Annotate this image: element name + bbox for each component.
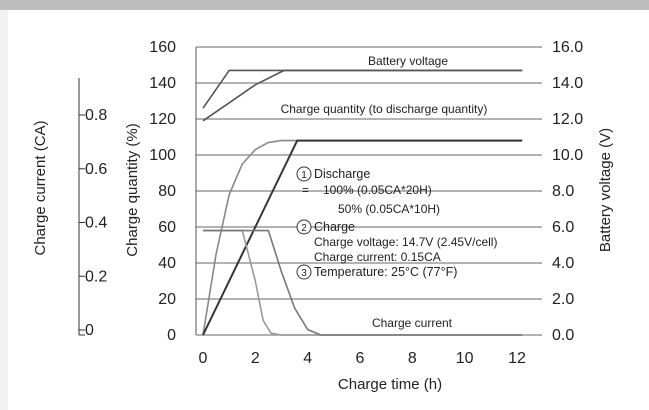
y-current-tick-label: 0 (85, 322, 94, 339)
y-left-tick-label: 140 (149, 75, 176, 92)
y-current-tick-label: 0.4 (85, 215, 107, 232)
x-tick-label: 12 (508, 350, 526, 367)
label-charge-current: Charge current (372, 316, 453, 330)
series-line (203, 229, 523, 336)
label-charge-quantity: Charge quantity (to discharge quantity) (281, 102, 488, 116)
y-right-tick-label: 12.0 (552, 111, 583, 128)
y-right-tick-label: 2.0 (552, 291, 574, 308)
y-right-tick-label: 0.0 (552, 327, 574, 344)
y-right-tick-label: 16.0 (552, 39, 583, 56)
series-line (202, 69, 523, 122)
series-line (202, 139, 523, 336)
y-current-tick-label: 0.6 (85, 161, 107, 178)
top-banner (0, 0, 649, 10)
note-2-circle (296, 219, 312, 235)
note-charge-line1: Charge voltage: 14.7V (2.45V/cell) (314, 235, 497, 249)
note-charge-line2: Charge current: 0.15CA (314, 250, 441, 264)
y-current-tick-label: 0.2 (85, 268, 107, 285)
y-left-axis-title: Charge quantity (%) (124, 123, 141, 256)
x-axis-title: Charge time (h) (338, 376, 442, 393)
y-left-tick-label: 120 (149, 111, 176, 128)
y-current-axis-title: Charge current (CA) (32, 120, 49, 255)
note-charge-title: Charge (314, 220, 355, 234)
y-right-tick-label: 6.0 (552, 219, 574, 236)
x-tick-label: 8 (408, 350, 417, 367)
y-right-tick-label: 10.0 (552, 147, 583, 164)
label-battery-voltage: Battery voltage (368, 54, 448, 68)
note-temperature: Temperature: 25°C (77°F) (314, 265, 457, 279)
series-layer (202, 69, 523, 336)
y-right-tick-label: 4.0 (552, 255, 574, 272)
y-left-tick-label: 80 (158, 183, 176, 200)
y-left-tick-label: 100 (149, 147, 176, 164)
left-edge (0, 10, 8, 410)
annotation-block: 1 Discharge = 100% (0.05CA*20H) 50% (0.0… (296, 166, 497, 280)
y-current-tick-label: 0.8 (85, 107, 107, 124)
x-tick-label: 10 (456, 350, 474, 367)
y-left-tick-label: 0 (167, 327, 176, 344)
x-tick-label: 6 (356, 350, 365, 367)
y-right-tick-label: 8.0 (552, 183, 574, 200)
y-right-tick-label: 14.0 (552, 75, 583, 92)
note-eq-symbol: = (302, 183, 309, 197)
axes: 0204060801001201401600.02.04.06.08.010.0… (78, 39, 583, 367)
y-left-tick-label: 60 (158, 219, 176, 236)
y-left-tick-label: 160 (149, 39, 176, 56)
note-2-number: 2 (301, 223, 307, 234)
y-right-axis-title: Battery voltage (V) (597, 128, 614, 252)
note-discharge-line1: 100% (0.05CA*20H) (323, 183, 432, 197)
note-discharge-title: Discharge (314, 167, 370, 181)
series-line (202, 139, 523, 336)
y-left-tick-label: 40 (158, 255, 176, 272)
x-tick-label: 2 (251, 350, 260, 367)
note-1-number: 1 (301, 170, 307, 181)
note-1-circle (296, 166, 312, 182)
x-tick-label: 0 (199, 350, 208, 367)
note-3-circle (296, 264, 312, 280)
note-3-number: 3 (301, 268, 307, 279)
y-left-tick-label: 20 (158, 291, 176, 308)
note-discharge-line2: 50% (0.05CA*10H) (338, 202, 440, 216)
x-tick-label: 4 (303, 350, 312, 367)
